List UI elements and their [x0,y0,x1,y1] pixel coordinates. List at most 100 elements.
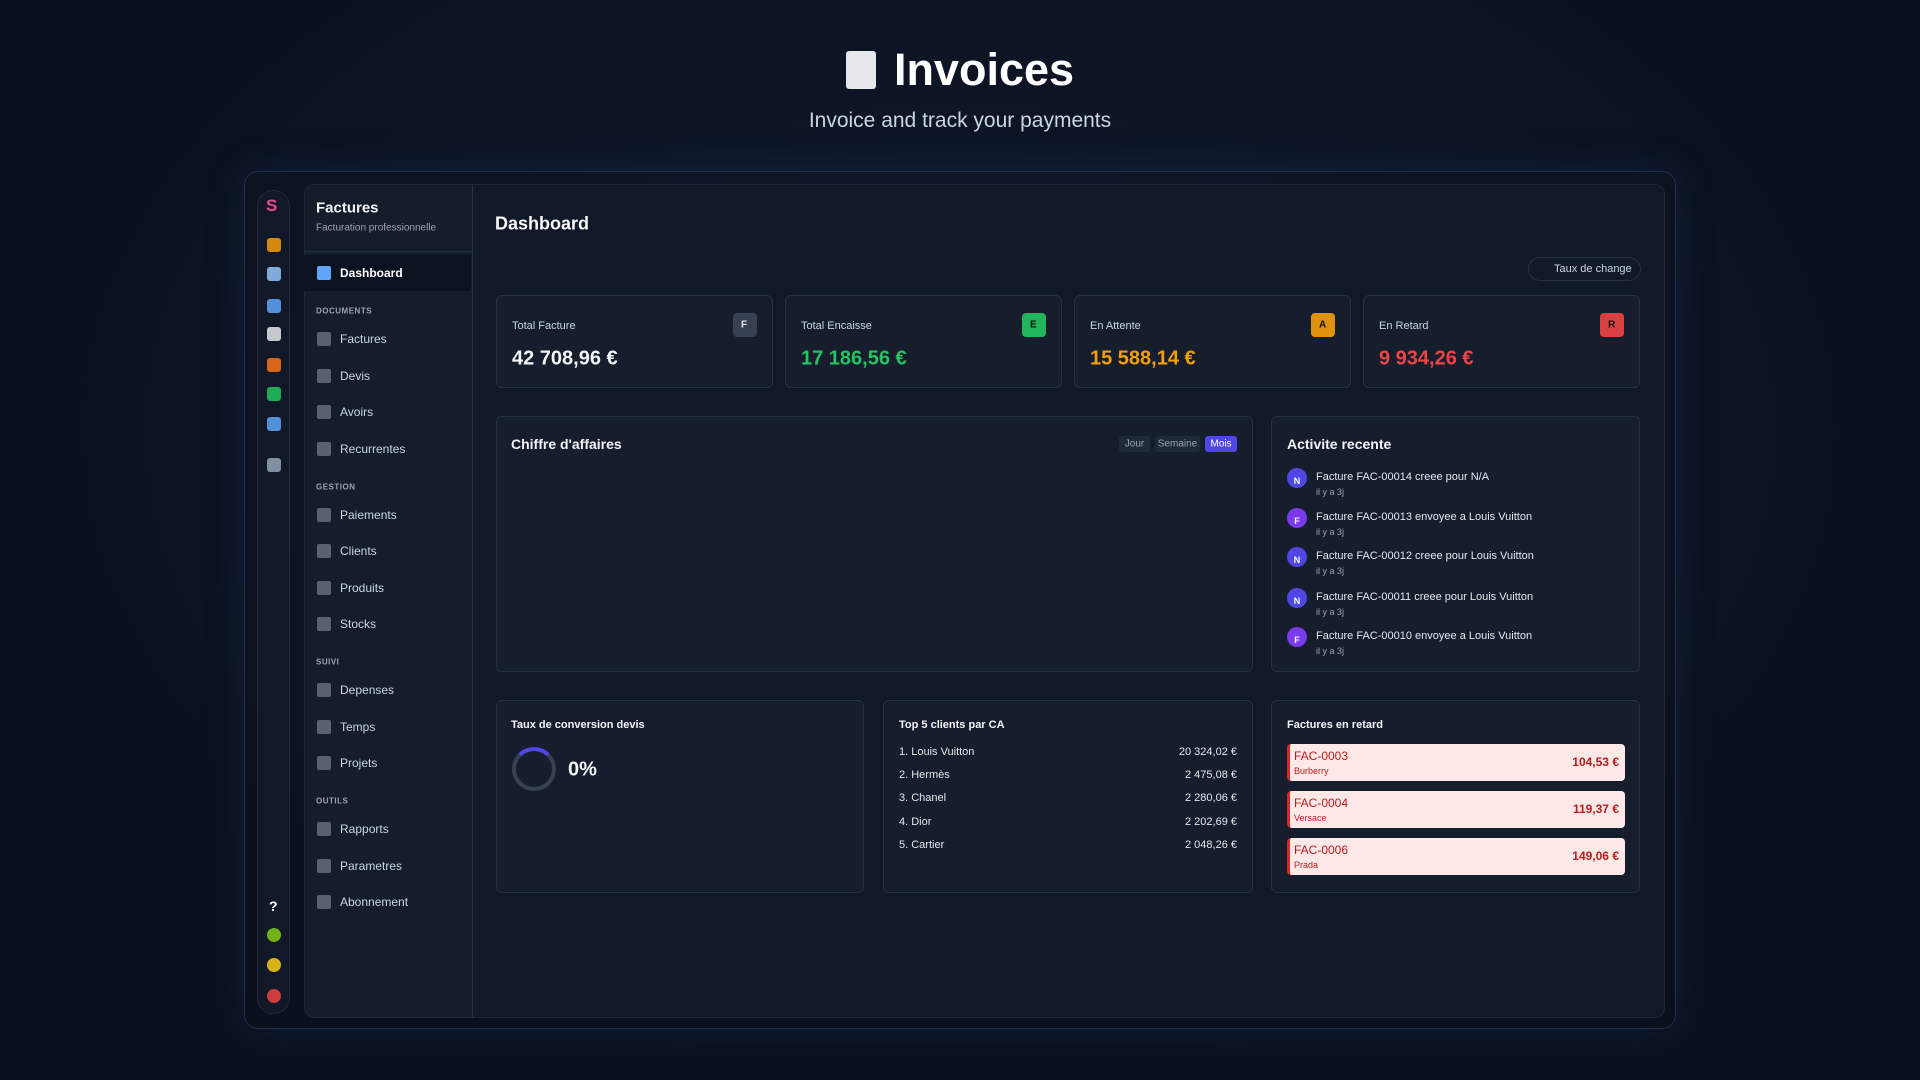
rail-icon[interactable] [267,989,281,1003]
activity-time: il y a 3j [1316,566,1345,576]
range-toggle-label[interactable]: Mois [1210,438,1232,450]
nav-icon [317,544,331,558]
activity-avatar-letter: F [1294,635,1300,645]
nav-active[interactable] [304,255,471,291]
nav-icon [317,368,331,383]
client-name: 1. Louis Vuitton [899,746,975,758]
rail-icon[interactable] [267,267,281,281]
rail-icon[interactable] [267,928,281,942]
title-text: Invoices [893,44,1075,95]
rail-help[interactable]: ? [269,898,278,914]
stat-card [496,295,773,388]
activity-text: Facture FAC-00014 creee pour N/A [1316,471,1490,483]
nav-item[interactable]: Temps [340,719,376,734]
stat-badge-letter: A [1319,319,1327,331]
nav-icon [317,683,331,697]
activity-avatar-letter: N [1293,476,1301,486]
rail-icon[interactable] [267,387,281,401]
overdue-row[interactable] [1287,744,1625,781]
range-toggle[interactable] [1119,436,1150,452]
nav-icon [317,580,331,595]
activity-avatar-letter: N [1293,596,1301,606]
nav-item[interactable]: Abonnement [340,895,409,909]
nav-item[interactable]: Factures [340,332,387,346]
nav-icon [317,719,331,734]
stat-value: 17 186,56 € [801,347,907,370]
stat-label: Total Encaisse [801,320,872,332]
conversion-panel [496,700,864,893]
stat-label: Total Facture [512,320,576,332]
sidebar [305,185,473,1017]
activity-time: il y a 3j [1316,527,1345,537]
nav-item[interactable]: Depenses [340,683,395,697]
overdue-client: Versace [1294,813,1327,823]
activity-avatar [1287,588,1307,608]
activity-panel [1271,416,1640,672]
client-amount: 2 475,08 € [1185,769,1237,781]
title-icon [845,51,876,89]
nav-item[interactable]: Stocks [340,617,377,631]
nav-item[interactable]: Produits [340,580,385,595]
top-clients-panel [883,700,1253,893]
activity-text: Facture FAC-00011 creee pour Louis Vuitt… [1316,591,1534,603]
nav-section-heading: DOCUMENTS [316,306,373,316]
nav-item[interactable]: Dashboard [340,266,403,280]
rail-icon[interactable] [267,458,281,472]
nav-item[interactable]: Projets [340,756,378,770]
client-name: 2. Hermès [899,769,950,781]
nav-item[interactable]: Rapports [340,822,389,836]
range-toggle-label[interactable]: Jour [1124,438,1145,450]
overdue-id: FAC-0003 [1294,749,1349,763]
exchange-button-label[interactable]: Taux de change [1554,263,1632,275]
nav-item[interactable]: Avoirs [340,405,374,419]
rail-icon[interactable] [267,358,281,372]
overdue-amount: 149,06 € [1572,849,1619,863]
stat-badge [733,313,757,337]
stat-badge-letter: R [1608,319,1616,331]
rail-icon[interactable] [267,327,281,341]
stat-badge [1311,313,1335,337]
client-name: 3. Chanel [899,792,947,804]
nav-icon [317,507,331,522]
exchange-button[interactable] [1528,257,1641,281]
overdue-row[interactable] [1287,791,1625,828]
nav-item[interactable]: Parametres [340,858,403,873]
nav-icon [317,405,331,419]
rail-icon[interactable] [267,958,281,972]
nav-section-heading: SUIVI [316,657,340,667]
overdue-client: Prada [1294,860,1319,870]
activity-avatar [1287,508,1307,528]
nav-item[interactable]: Clients [340,544,377,558]
activity-avatar-letter: N [1293,555,1301,565]
sidebar-divider [305,251,472,252]
activity-avatar [1287,627,1307,647]
nav-icon [317,266,331,280]
range-toggle-label[interactable]: Semaine [1157,438,1198,450]
nav-item[interactable]: Devis [340,368,371,383]
range-toggle[interactable] [1205,436,1237,452]
overdue-row[interactable] [1287,838,1625,875]
conversion-ring [512,747,556,791]
rail-icon[interactable] [267,238,281,252]
nav-icon [317,895,331,909]
rail-icon[interactable] [267,417,281,431]
nav-icon [317,822,331,836]
nav-icon [317,617,331,631]
nav-icon [317,441,331,456]
overdue-amount: 119,37 € [1572,802,1619,816]
rail-logo[interactable]: S [266,196,278,215]
chart-panel [496,416,1253,672]
stat-label: En Attente [1090,320,1141,332]
stat-value: 42 708,96 € [512,347,618,370]
nav-item[interactable]: Paiements [340,507,397,522]
activity-text: Facture FAC-00010 envoyee a Louis Vuitto… [1316,630,1533,642]
nav-icon [317,332,331,346]
client-amount: 2 048,26 € [1185,839,1237,851]
client-amount: 2 202,69 € [1185,816,1237,828]
nav-item[interactable]: Recurrentes [340,441,406,456]
outer-frame [244,171,1676,1029]
rail-icon[interactable] [267,299,281,313]
range-toggle[interactable] [1155,436,1200,452]
